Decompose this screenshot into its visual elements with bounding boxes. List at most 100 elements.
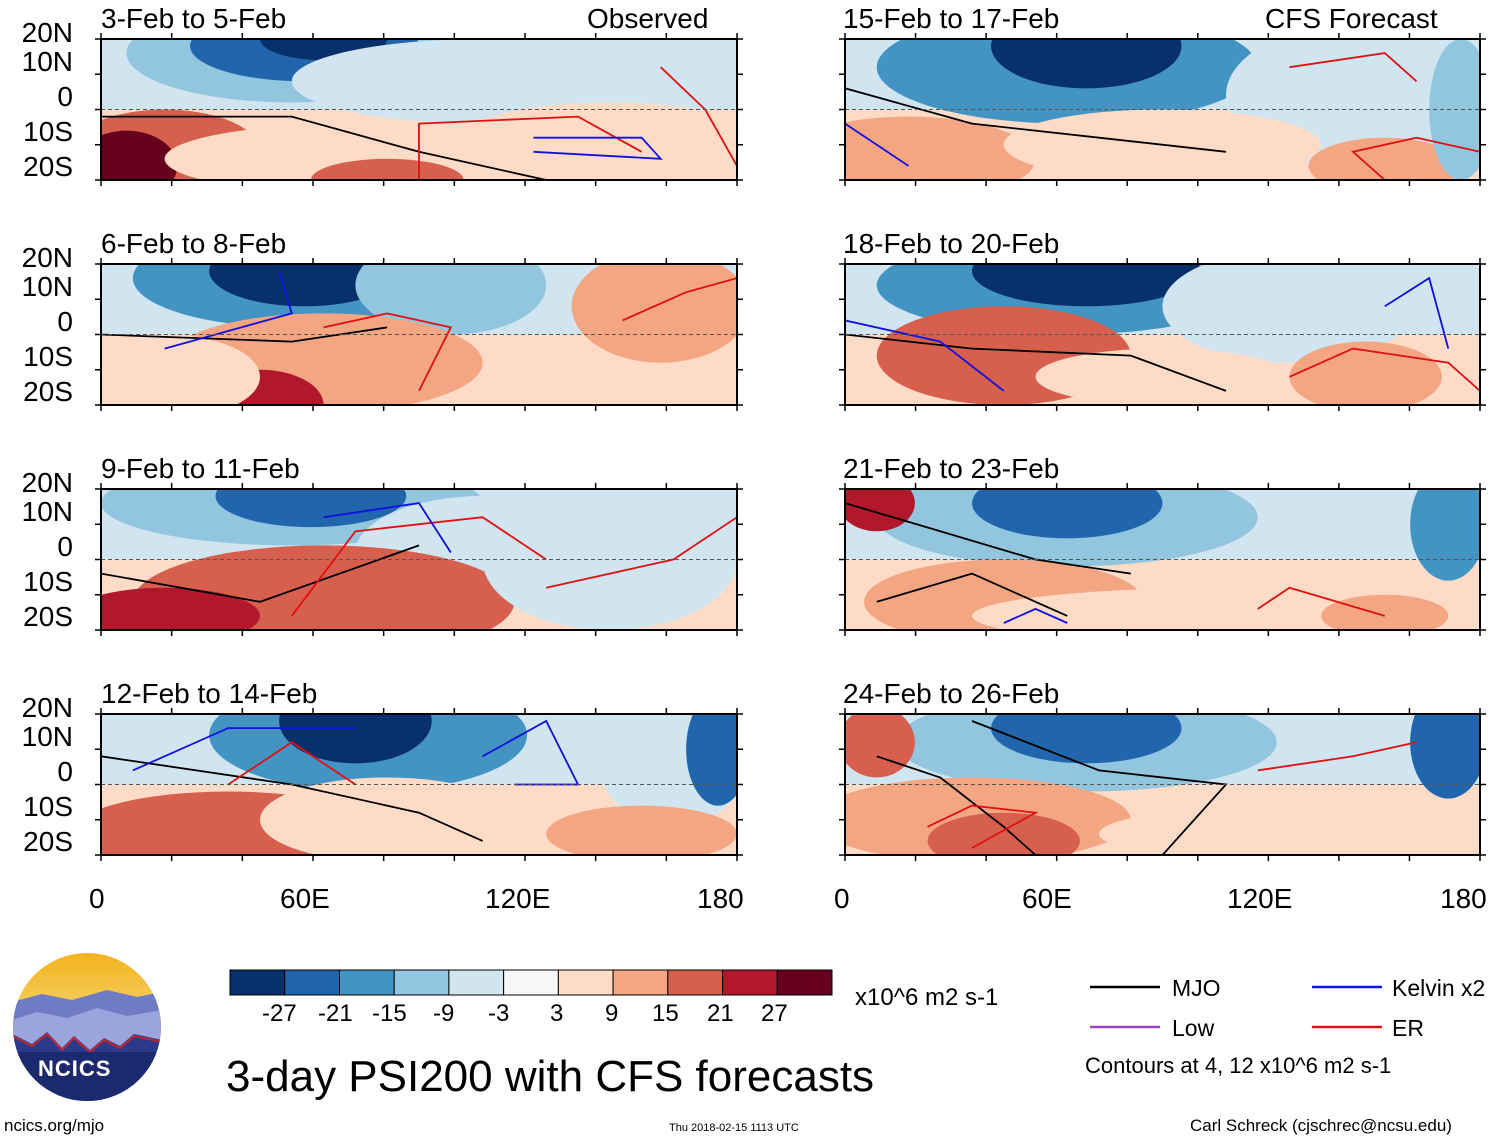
contour-line: [1289, 347, 1480, 392]
y-tick-label: 10N: [21, 271, 73, 302]
colorbar-tick: 27: [761, 1000, 788, 1027]
panel-plot: [839, 33, 1486, 186]
panel-plot: [839, 483, 1486, 636]
anomaly-region: [845, 116, 1036, 180]
colorbar-swatch: [229, 969, 286, 996]
y-tick-label: 20S: [23, 826, 73, 857]
legend-note: Contours at 4, 12 x10^6 m2 s-1: [1085, 1053, 1392, 1078]
y-tick-label: 20S: [23, 376, 73, 407]
panel-title: 3-Feb to 5-Feb: [101, 3, 287, 34]
y-tick-label: 0: [57, 306, 73, 337]
y-tick-label: 10N: [21, 496, 73, 527]
anomaly-region: [291, 39, 674, 124]
y-tick-label: 10S: [23, 341, 73, 372]
colorbar-swatch: [284, 969, 340, 996]
y-tick-label: 10N: [21, 46, 73, 77]
legend-label-kelvin: Kelvin x2: [1392, 975, 1486, 1001]
anomaly-region: [279, 714, 432, 764]
contour-line: [845, 87, 1227, 153]
anomaly-region: [260, 777, 515, 855]
contour-line: [622, 277, 737, 322]
colorbar-swatch: [338, 969, 395, 996]
colorbar-tick: 15: [652, 1000, 679, 1027]
colorbar-swatch: [612, 969, 669, 996]
contour-line: [132, 727, 356, 772]
y-tick-label: 10S: [23, 791, 73, 822]
panel-title: 9-Feb to 11-Feb: [101, 453, 300, 484]
author-credit: Carl Schreck (cjschrec@ncsu.edu): [1190, 1116, 1452, 1135]
panel-title: 12-Feb to 14-Feb: [101, 678, 318, 709]
anomaly-region: [310, 158, 464, 180]
panel-title: 18-Feb to 20-Feb: [843, 228, 1060, 259]
timestamp: Thu 2018-02-15 1113 UTC: [669, 1122, 799, 1134]
y-tick-label: 20S: [23, 151, 73, 182]
colorbar-tick: -9: [433, 1000, 455, 1027]
colorbar-swatch: [776, 969, 833, 996]
anomaly-region: [972, 489, 1163, 539]
legend-label-er: ER: [1392, 1015, 1424, 1041]
x-tick-label: 0: [89, 883, 105, 914]
anomaly-region: [1162, 264, 1417, 363]
site-link[interactable]: ncics.org/mjo: [4, 1116, 105, 1135]
colorbar-tick: -3: [488, 1000, 510, 1027]
contour-line: [876, 755, 1037, 855]
x-tick-label: 120E: [485, 883, 551, 914]
colorbar-tick: 9: [605, 1000, 619, 1027]
contour-line: [1289, 52, 1418, 82]
panel-title: 21-Feb to 23-Feb: [843, 453, 1060, 484]
panel-plot: [95, 483, 743, 636]
anomaly-region: [450, 102, 737, 180]
contour-line: [845, 502, 1131, 575]
contour-line: [845, 122, 909, 167]
contour-line: [1003, 607, 1068, 624]
x-tick-label: 60E: [1022, 883, 1072, 914]
y-tick-label: 20N: [21, 467, 73, 498]
logo-text: NCICS: [38, 1056, 112, 1081]
colorbar-tick: -27: [262, 1000, 297, 1027]
anomaly-region: [482, 489, 737, 630]
x-tick-label: 120E: [1227, 883, 1293, 914]
contour-line: [546, 516, 737, 589]
anomaly-region: [164, 123, 547, 180]
panel-tag-observed: Observed: [587, 3, 709, 34]
colorbar-tick: -21: [318, 1000, 353, 1027]
legend-label-mjo: MJO: [1172, 975, 1221, 1001]
y-tick-label: 0: [57, 81, 73, 112]
y-tick-label: 20N: [21, 17, 73, 48]
anomaly-region: [209, 264, 400, 307]
contour-line: [927, 804, 1039, 849]
y-tick-label: 20S: [23, 601, 73, 632]
x-tick-label: 60E: [280, 883, 330, 914]
anomaly-region: [1410, 714, 1480, 799]
contour-line: [323, 312, 453, 392]
y-tick-label: 20N: [21, 242, 73, 273]
colorbar-swatch: [393, 969, 450, 996]
colorbar-tick: 3: [550, 1000, 564, 1027]
anomaly-region: [972, 264, 1201, 307]
contour-line: [876, 572, 1068, 617]
contour-line: [101, 326, 388, 343]
chart-title: 3-day PSI200 with CFS forecasts: [226, 1052, 875, 1101]
anomaly-region: [1099, 805, 1480, 855]
panel-plot: [839, 708, 1486, 861]
contour-line: [845, 333, 1227, 392]
contour-line: [845, 319, 1005, 392]
anomaly-region: [1321, 594, 1449, 630]
colorbar-tick: 21: [707, 1000, 734, 1027]
colorbar-swatch: [557, 969, 614, 996]
x-tick-label: 180: [1440, 883, 1487, 914]
y-tick-label: 20N: [21, 692, 73, 723]
anomaly-region: [546, 805, 737, 855]
y-tick-label: 10S: [23, 566, 73, 597]
anomaly-region: [101, 130, 178, 180]
anomaly-region: [845, 489, 915, 532]
anomaly-region: [1289, 341, 1442, 405]
anomaly-region: [101, 334, 260, 405]
contour-line: [291, 516, 547, 617]
legend-label-low: Low: [1172, 1015, 1215, 1041]
y-tick-label: 0: [57, 531, 73, 562]
anomaly-region: [927, 812, 1080, 855]
contour-line: [101, 115, 547, 180]
panel-title: 24-Feb to 26-Feb: [843, 678, 1060, 709]
